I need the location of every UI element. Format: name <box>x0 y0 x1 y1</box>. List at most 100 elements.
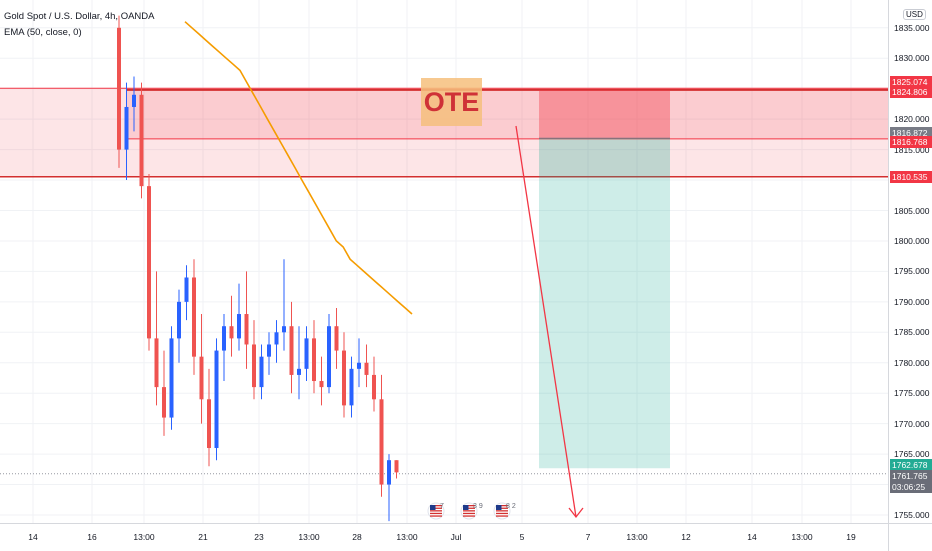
flag-stripe <box>496 515 508 517</box>
time-tick-label: 12 <box>681 532 691 542</box>
candle-body <box>364 362 369 375</box>
price-axis[interactable]: 1835.0001830.0001825.0001820.0001815.000… <box>888 0 932 523</box>
candle-body <box>207 399 211 449</box>
flag-stripe <box>496 512 508 515</box>
us-flag-icon[interactable]: 3 9 <box>460 502 483 520</box>
currency-button[interactable]: USD <box>903 9 926 20</box>
price-badge: 1762.678 <box>890 459 932 472</box>
flag-stripe <box>463 505 475 507</box>
time-tick-label: 14 <box>28 532 38 542</box>
time-tick-label: 28 <box>352 532 362 542</box>
time-tick-label: 13:00 <box>133 532 155 542</box>
price-tick-label: 1795.000 <box>894 266 930 277</box>
price-chart-canvas[interactable]: 7 3 9 8 2 <box>0 0 888 523</box>
time-tick-label: Jul <box>450 532 462 542</box>
price-badge: 1824.806 <box>890 85 932 98</box>
time-tick-label: 7 <box>585 532 591 542</box>
candle-body <box>117 27 121 150</box>
ote-label[interactable]: OTE <box>421 78 482 126</box>
candle-body <box>334 326 339 351</box>
price-tick-label: 1775.000 <box>894 388 930 399</box>
candle-body <box>132 94 136 107</box>
flag-stripe <box>430 505 442 507</box>
price-tick-label: 1785.000 <box>894 327 930 338</box>
candle-body <box>139 94 144 187</box>
candle-body <box>177 301 181 339</box>
candle-body <box>154 338 159 388</box>
flag-canton <box>430 505 436 510</box>
candle-body <box>267 344 271 357</box>
candle-body <box>319 381 324 388</box>
price-tick-label: 1790.000 <box>894 296 930 307</box>
price-badge: 1810.535 <box>890 170 932 183</box>
us-flag-icon[interactable]: 8 2 <box>493 502 516 520</box>
candle-body <box>342 350 346 406</box>
event-count: 3 9 <box>473 503 483 510</box>
price-tick-label: 1820.000 <box>894 114 930 125</box>
chart-area[interactable]: 7 3 9 8 2 Gold Spot / U.S. Dollar, 4h, OAN… <box>0 0 888 523</box>
candle-body <box>289 326 294 375</box>
candle-body <box>394 460 399 473</box>
price-badge: 03:06:25 <box>890 480 932 493</box>
candle-body <box>244 314 249 345</box>
stop-loss-box <box>539 89 670 139</box>
profit-box-overlap <box>539 138 670 177</box>
price-badge: 1825.074 <box>890 76 932 89</box>
candle-body <box>229 326 234 339</box>
candle-body <box>297 368 301 375</box>
ema-indicator-legend[interactable]: EMA (50, close, 0) <box>4 27 82 38</box>
time-tick-label: 14 <box>747 532 757 542</box>
time-tick-label: 16 <box>87 532 97 542</box>
candle-body <box>259 356 264 388</box>
us-flag-icon[interactable]: 7 <box>427 502 445 520</box>
time-tick-label: 13:00 <box>626 532 648 542</box>
time-tick-label: 13:00 <box>298 532 320 542</box>
price-tick-label: 1835.000 <box>894 22 930 33</box>
price-tick-label: 1755.000 <box>894 510 930 520</box>
candle-body <box>252 344 256 388</box>
event-count: 8 2 <box>506 503 516 510</box>
time-tick-label: 13:00 <box>396 532 418 542</box>
candle-body <box>162 387 166 418</box>
candle-body <box>372 374 376 400</box>
price-tick-label: 1815.000 <box>894 144 930 155</box>
flag-stripe <box>430 512 442 515</box>
candle-body <box>222 326 226 351</box>
flag-stripe <box>430 510 442 512</box>
candle-body <box>282 326 286 333</box>
time-tick-label: 23 <box>254 532 264 542</box>
candle-body <box>147 186 151 339</box>
flag-stripe <box>463 510 475 512</box>
flag-stripe <box>496 507 508 509</box>
flag-stripe <box>463 515 475 517</box>
time-tick-label: 5 <box>519 532 525 542</box>
time-tick-label: 19 <box>846 532 856 542</box>
flag-stripe <box>430 515 442 517</box>
candle-body <box>214 350 219 449</box>
candle-body <box>169 338 174 418</box>
price-badge: 1761.765 <box>890 469 932 482</box>
candle-body <box>304 338 309 369</box>
candle-body <box>312 338 316 382</box>
price-tick-label: 1780.000 <box>894 357 930 368</box>
arrow-head <box>568 507 584 519</box>
candle-body <box>327 326 331 388</box>
axis-corner <box>888 523 932 551</box>
take-profit-box <box>539 176 670 469</box>
ema-line <box>184 21 413 315</box>
candle-body <box>124 106 129 150</box>
candle-body <box>274 332 279 345</box>
candle-body <box>349 368 354 406</box>
flag-stripe <box>463 512 475 515</box>
symbol-title[interactable]: Gold Spot / U.S. Dollar, 4h, OANDA <box>4 11 155 22</box>
time-axis[interactable]: 14 16 13:00 21 23 13:00 28 13:00 Jul 5 7 13:00 12 14 1… <box>0 523 888 551</box>
flag-stripe <box>430 507 442 509</box>
price-badge: 1816.768 <box>890 135 932 148</box>
time-tick-label: 13:00 <box>791 532 813 542</box>
flag-stripe <box>463 507 475 509</box>
candle-body <box>184 277 189 302</box>
time-tick-label: 21 <box>198 532 208 542</box>
candle-body <box>357 362 361 369</box>
candle-body <box>199 356 204 400</box>
projection-arrow <box>515 125 577 518</box>
